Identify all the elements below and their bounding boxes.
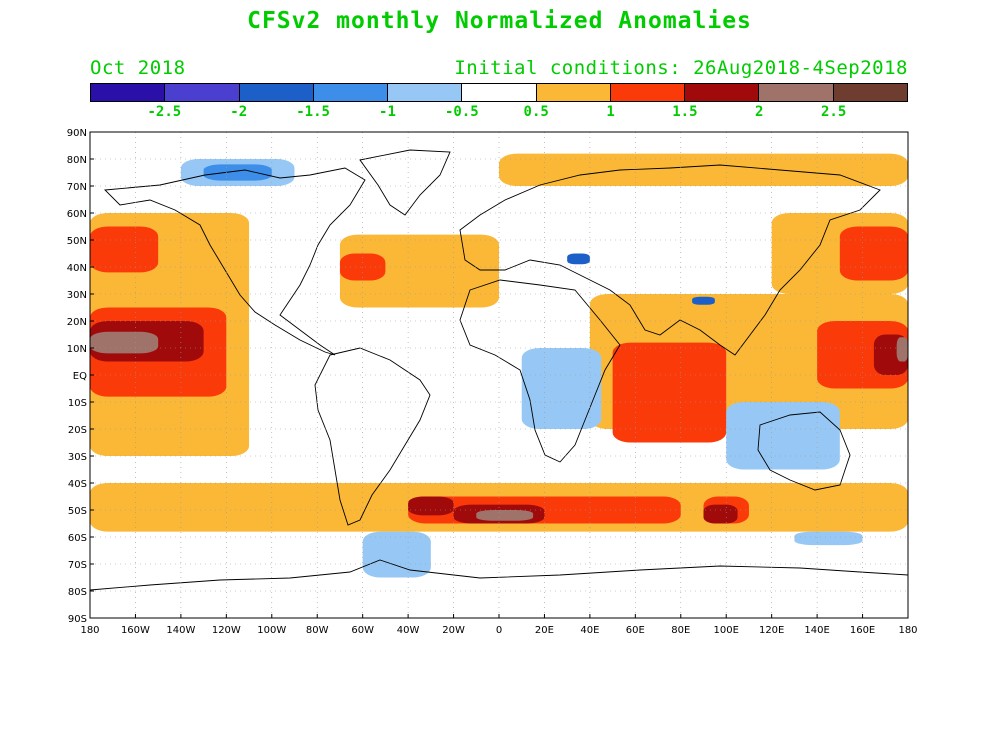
lon-label: 80E (671, 625, 690, 636)
latitude-labels: 90N 80N 70N 60N 50N 40N 30N 20N 10N EQ 10S 20S 30S 40… (67, 128, 94, 625)
anomaly-region-24 (726, 402, 840, 470)
coastline-australia (757, 411, 851, 491)
colorbar-label: -1.5 (296, 104, 330, 120)
lat-label: 20N (67, 317, 87, 328)
graticule (90, 132, 908, 618)
lon-label: 120E (759, 625, 784, 636)
lat-label: 70N (67, 182, 87, 193)
lat-label: 30N (67, 290, 87, 301)
coastline-greenland (359, 149, 451, 216)
anomaly-region-18 (703, 504, 738, 524)
colorbar-label: -1 (379, 104, 396, 120)
anomaly-region-19 (90, 331, 159, 354)
lat-label: EQ (73, 371, 87, 382)
colorbar-label: 1.5 (672, 104, 698, 120)
lon-label: 60W (351, 625, 374, 636)
anomaly-region-26 (794, 531, 863, 546)
colorbar-swatch-7 (610, 84, 686, 101)
colorbar-label: 0.5 (523, 104, 549, 120)
lon-label: 180 (80, 625, 99, 636)
colorbar-label: 2 (755, 104, 764, 120)
lon-label: 40W (397, 625, 420, 636)
colorbar-swatch-0 (91, 84, 166, 101)
coastline-eurasia (459, 164, 881, 356)
lat-label: 10S (68, 398, 87, 409)
coastline-north-america (104, 167, 366, 356)
lat-label: 70S (68, 560, 87, 571)
colorbar-label: -0.5 (444, 104, 479, 120)
colorbar-swatch-5 (462, 84, 537, 101)
lat-label: 80N (67, 155, 87, 166)
lon-label: 140E (804, 625, 829, 636)
colorbar-swatch-4 (388, 84, 463, 101)
lon-label: 180 (898, 625, 917, 636)
coastline-africa (459, 279, 621, 463)
anomaly-region-16 (408, 496, 454, 516)
colorbar-swatch-6 (536, 84, 611, 101)
lat-label: 50N (67, 236, 87, 247)
lon-label: 140W (166, 625, 195, 636)
lat-label: 80S (68, 587, 87, 598)
lon-label: 100E (714, 625, 739, 636)
lat-label: 90S (68, 614, 87, 625)
lat-label: 40N (67, 263, 87, 274)
lon-label: 160W (121, 625, 150, 636)
anomaly-region-20 (896, 337, 908, 362)
month-label: Oct 2018 (90, 57, 186, 79)
colorbar (90, 83, 908, 102)
lon-label: 40E (580, 625, 599, 636)
colorbar-swatch-9 (759, 84, 834, 101)
lon-label: 160E (850, 625, 875, 636)
colorbar-swatch-2 (239, 84, 314, 101)
anomaly-region-25 (521, 348, 602, 429)
initial-conditions-label: Initial conditions: 26Aug2018-4Sep2018 (454, 57, 908, 79)
longitude-labels: 180 160W 140W 120W 100W 80W 60W 40W 20W 0 20E 40E 60… (80, 614, 918, 636)
lat-label: 10N (67, 344, 87, 355)
lon-label: 120W (212, 625, 241, 636)
colorbar-label: 2.5 (820, 104, 847, 120)
colorbar-label: -2 (230, 104, 248, 120)
lat-label: 40S (68, 479, 87, 490)
colorbar-swatch-1 (165, 84, 240, 101)
lat-label: 90N (67, 128, 87, 139)
lon-label: 60E (626, 625, 645, 636)
colorbar-swatch-8 (685, 84, 760, 101)
coastline-antarctica (89, 559, 909, 591)
lon-label: 100W (257, 625, 286, 636)
anomaly-region-27 (203, 164, 272, 181)
lat-label: 30S (68, 452, 87, 463)
lat-label: 60N (67, 209, 87, 220)
colorbar-swatch-10 (833, 84, 907, 101)
lon-label: 80W (306, 625, 329, 636)
coastline-south-america (314, 347, 431, 526)
lon-label: 0 (496, 625, 502, 636)
lat-label: 20S (68, 425, 87, 436)
coastlines (89, 149, 909, 591)
lat-label: 60S (68, 533, 87, 544)
colorbar-swatch-3 (313, 84, 389, 101)
anomaly-region-23 (362, 531, 431, 578)
lat-label: 50S (68, 506, 87, 517)
anomaly-region-21 (476, 510, 534, 521)
colorbar-label: -2.5 (147, 104, 182, 120)
anomaly-region-2 (339, 234, 499, 308)
lon-label: 20E (535, 625, 554, 636)
anomaly-region-8 (612, 342, 727, 443)
colorbar-label: 1 (606, 104, 615, 120)
anomaly-region-10 (839, 226, 908, 281)
anomaly-region-7 (90, 226, 159, 273)
lon-label: 20W (442, 625, 465, 636)
anomaly-region-3 (499, 153, 908, 186)
anomaly-region-28 (567, 253, 590, 265)
anomaly-region-29 (692, 296, 715, 305)
chart-title: CFSv2 monthly Normalized Anomalies (247, 8, 752, 34)
